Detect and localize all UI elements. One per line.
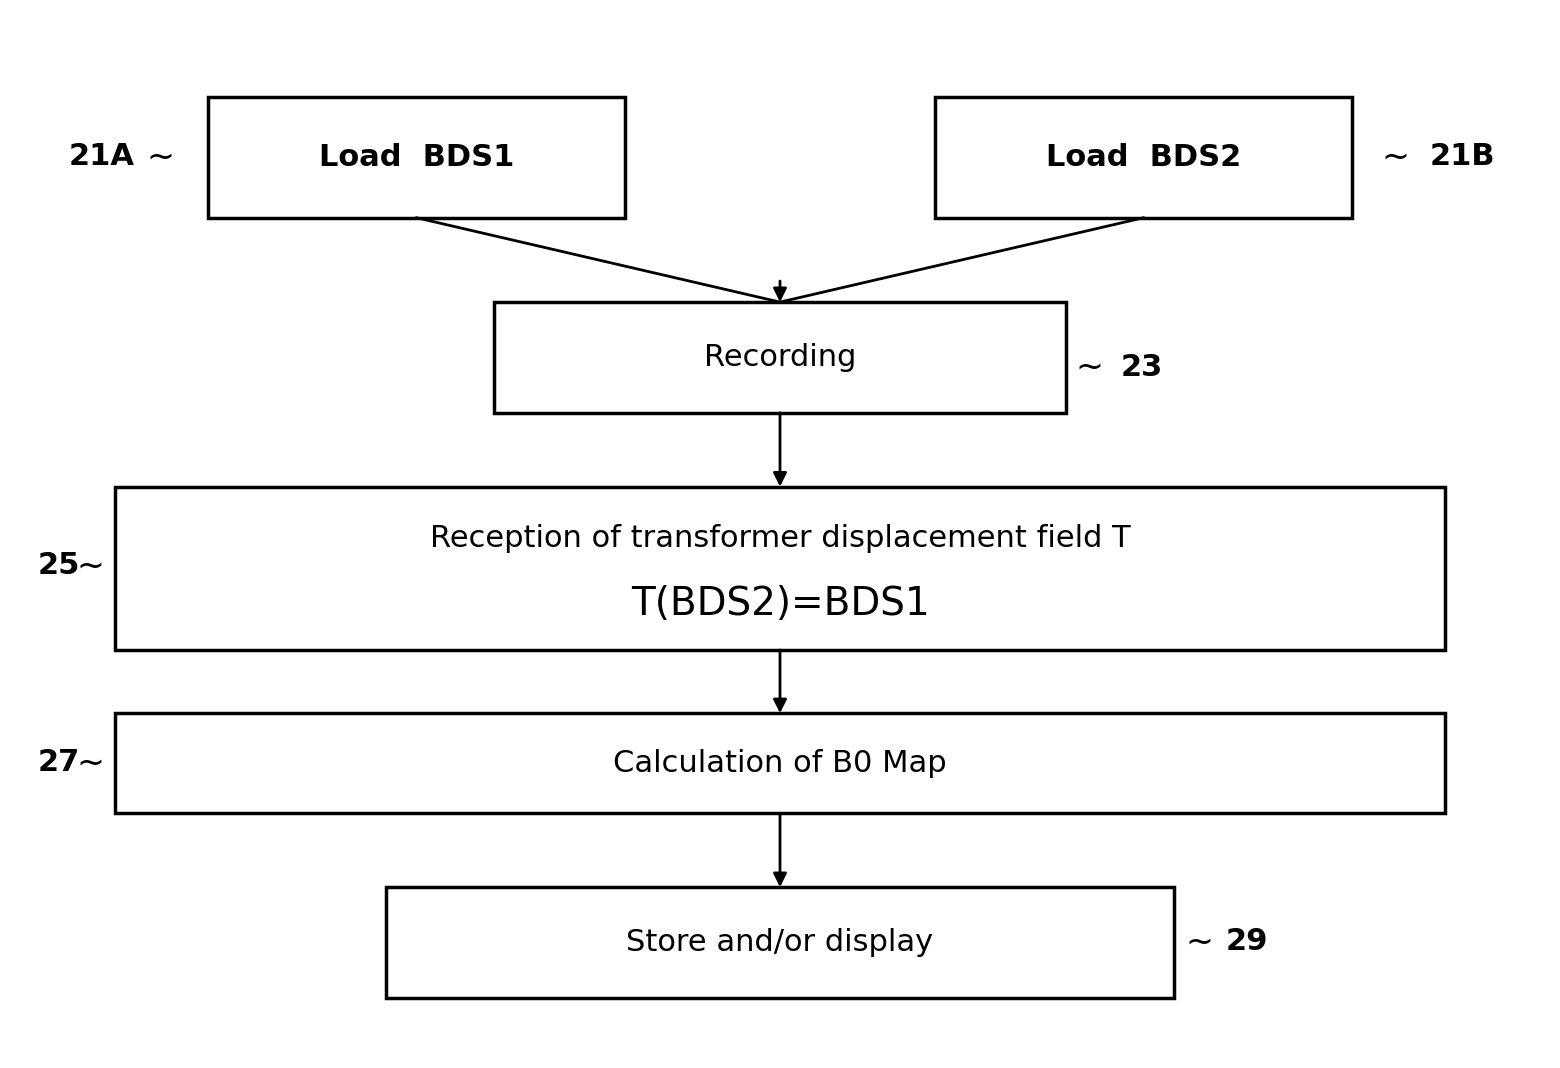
Text: Reception of transformer displacement field T: Reception of transformer displacement fi…: [429, 524, 1131, 553]
Text: T(BDS2)=BDS1: T(BDS2)=BDS1: [630, 585, 930, 624]
Bar: [495, 302, 1065, 412]
Text: 23: 23: [1120, 352, 1162, 382]
Text: ∼: ∼: [1075, 351, 1103, 384]
Text: Store and/or display: Store and/or display: [627, 928, 933, 957]
Text: ∼: ∼: [147, 140, 175, 173]
Text: ∼: ∼: [1381, 140, 1409, 173]
Text: 25: 25: [37, 551, 80, 580]
Text: ∼: ∼: [76, 747, 105, 780]
Text: Load  BDS1: Load BDS1: [318, 143, 515, 172]
Bar: [207, 96, 626, 218]
Bar: [385, 888, 1175, 998]
Text: ∼: ∼: [1186, 926, 1214, 958]
Text: Calculation of B0 Map: Calculation of B0 Map: [613, 749, 947, 778]
Text: ∼: ∼: [76, 549, 105, 582]
Bar: [115, 487, 1445, 650]
Text: 29: 29: [1225, 927, 1268, 957]
Text: 21A: 21A: [69, 142, 134, 171]
Text: 27: 27: [37, 749, 80, 778]
Bar: [934, 96, 1353, 218]
Text: Load  BDS2: Load BDS2: [1045, 143, 1240, 172]
Bar: [115, 713, 1445, 814]
Text: 21B: 21B: [1429, 142, 1494, 171]
Text: Recording: Recording: [704, 343, 856, 372]
